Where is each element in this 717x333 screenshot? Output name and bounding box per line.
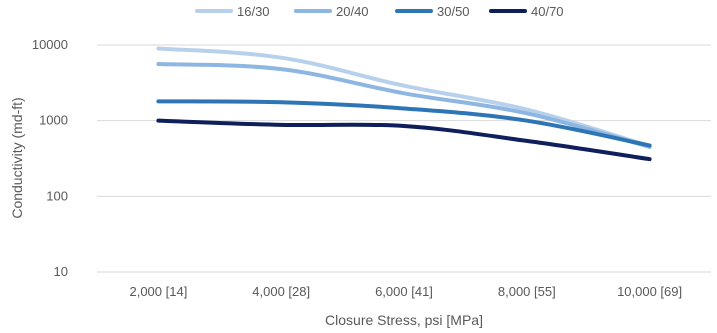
x-axis-tick-labels: 2,000 [14] 4,000 [28] 6,000 [41] 8,000 [55]… xyxy=(129,284,682,299)
legend-label: 30/50 xyxy=(437,4,470,19)
legend-item: 16/30 xyxy=(195,4,270,19)
series-line-40-70 xyxy=(156,118,652,162)
x-tick-label: 10,000 [69] xyxy=(617,284,682,299)
series-line-20-40 xyxy=(156,62,652,149)
legend-label: 40/70 xyxy=(531,4,564,19)
y-tick-label: 10000 xyxy=(32,37,68,52)
legend-label: 20/40 xyxy=(336,4,369,19)
x-tick-label: 8,000 [55] xyxy=(498,284,556,299)
gridlines xyxy=(97,44,711,273)
series-line-30-50 xyxy=(156,99,652,148)
legend: 16/30 20/40 30/50 40/70 xyxy=(195,4,564,19)
series-lines xyxy=(156,46,652,162)
y-tick-label: 1000 xyxy=(39,113,68,128)
y-axis-title: Conductivity (md-ft) xyxy=(9,97,25,218)
x-tick-label: 2,000 [14] xyxy=(129,284,187,299)
legend-item: 20/40 xyxy=(294,4,369,19)
x-tick-label: 4,000 [28] xyxy=(252,284,310,299)
legend-item: 30/50 xyxy=(395,4,470,19)
legend-label: 16/30 xyxy=(237,4,270,19)
x-tick-label: 6,000 [41] xyxy=(375,284,433,299)
series-line-16-30 xyxy=(156,46,652,149)
y-tick-label: 100 xyxy=(46,188,68,203)
y-tick-label: 10 xyxy=(54,264,68,279)
legend-item: 40/70 xyxy=(489,4,564,19)
y-axis-tick-labels: 10 100 1000 10000 xyxy=(32,37,68,279)
x-axis-title: Closure Stress, psi [MPa] xyxy=(325,312,483,328)
